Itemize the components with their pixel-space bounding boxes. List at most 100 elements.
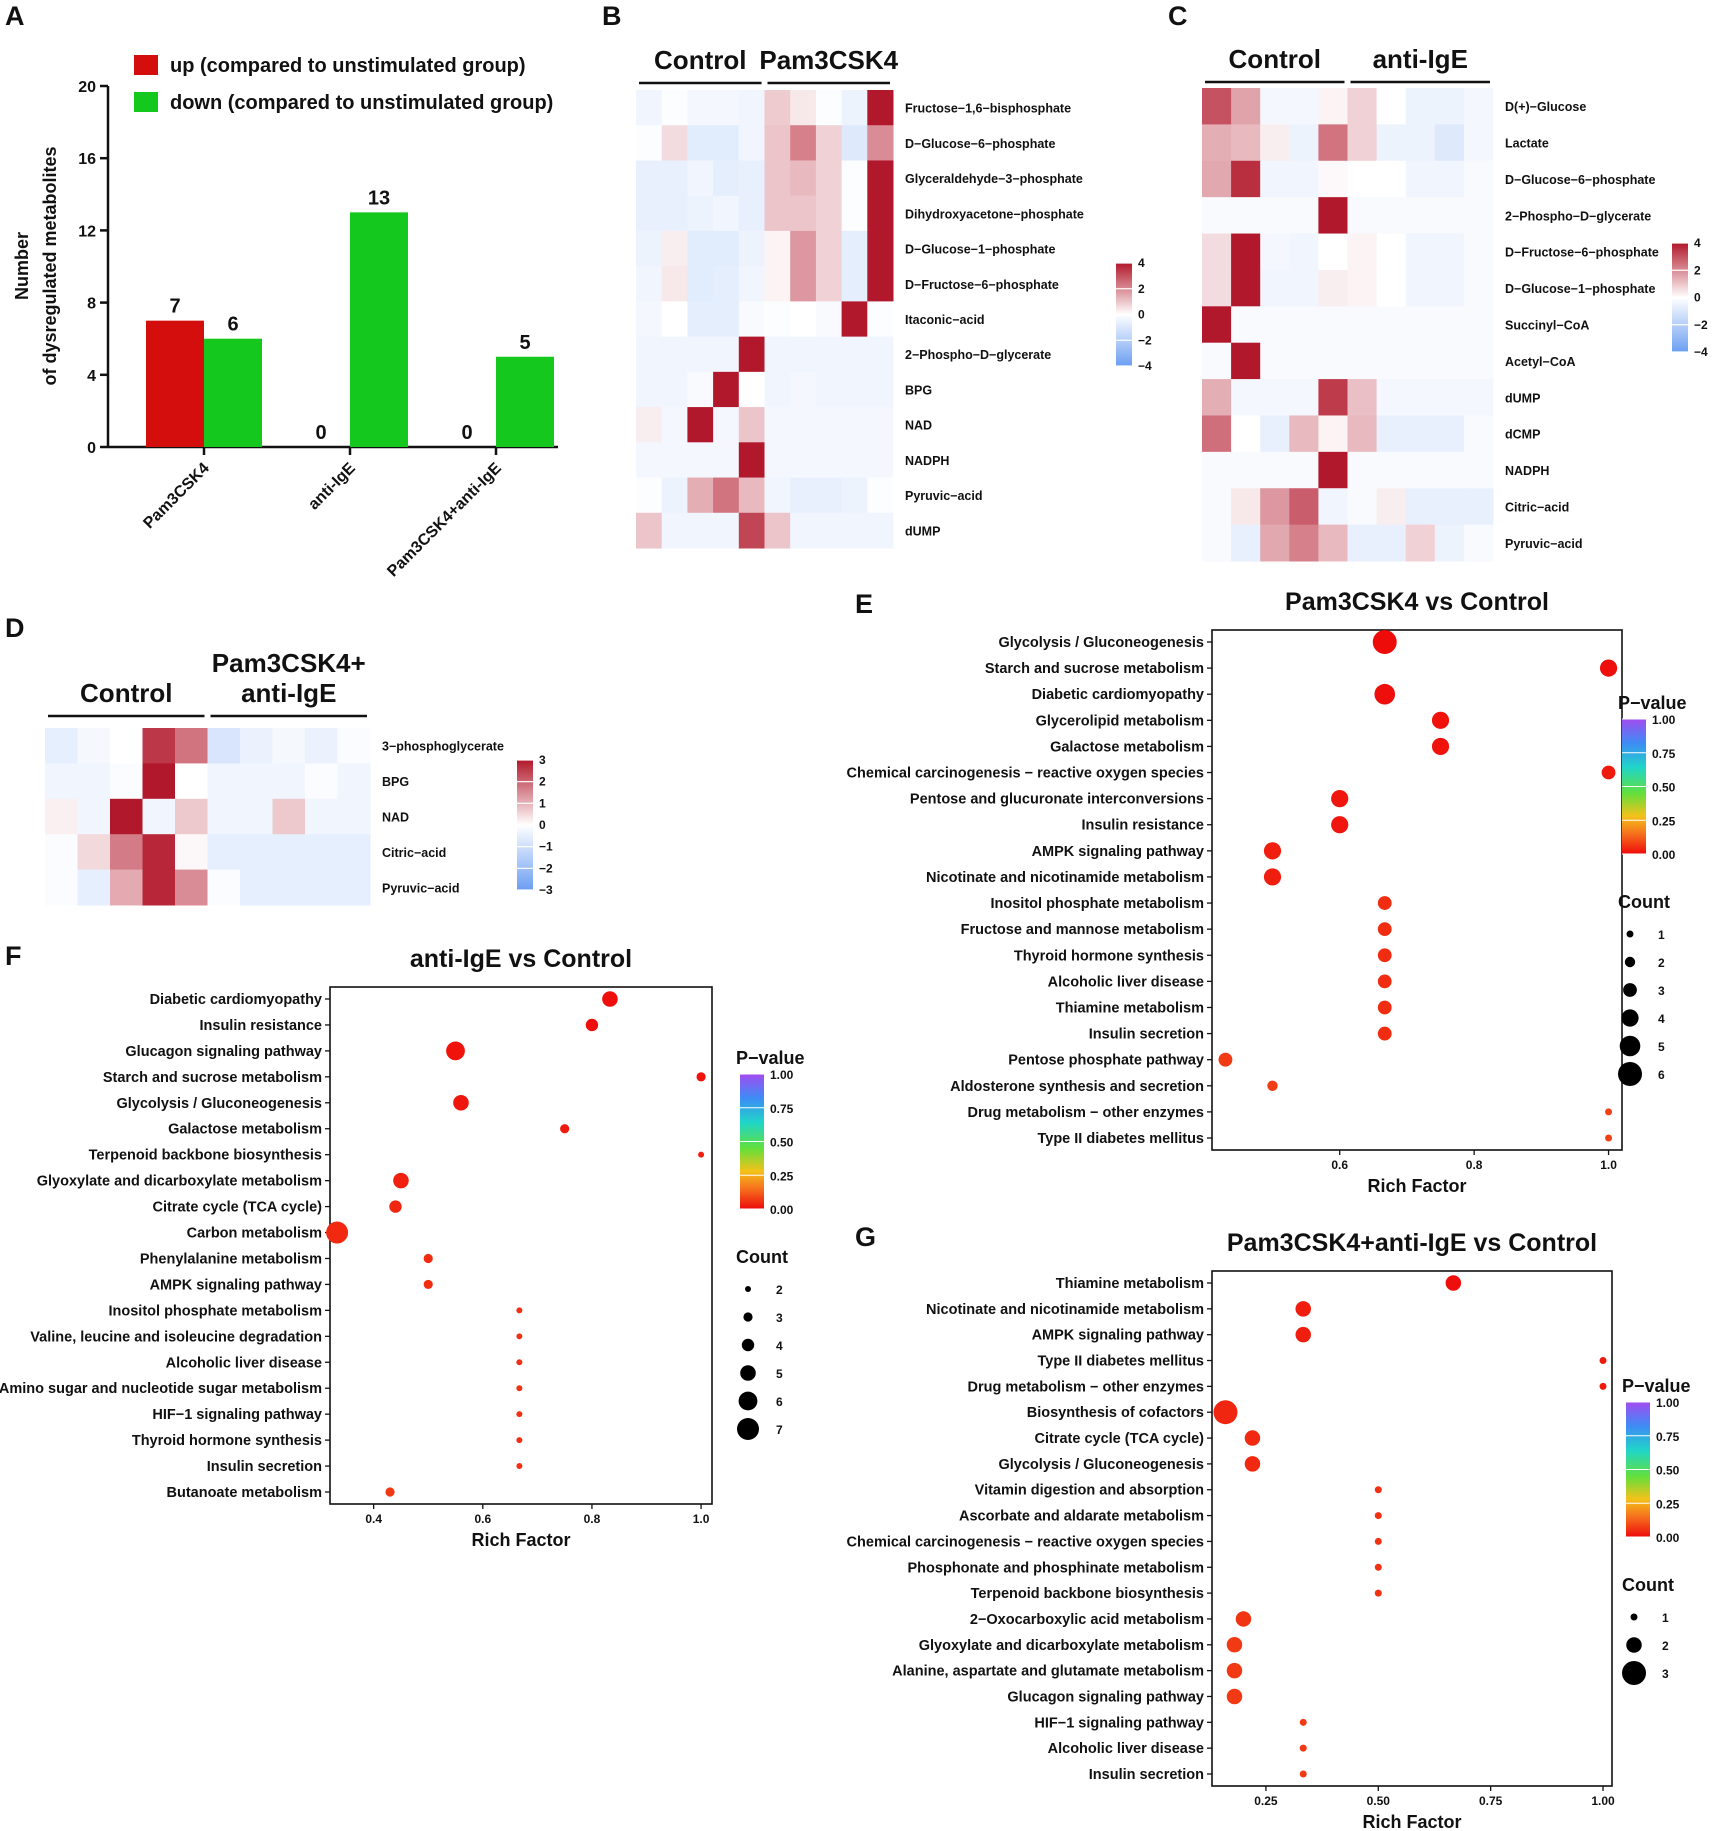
colorbar-tick-label: 4 [1138,256,1145,270]
dot-alcoholic-liver-disease [1299,1744,1307,1752]
heatmap-cell [636,301,663,338]
heatmap-cell [77,728,111,764]
heatmap-cell [841,336,868,373]
row-label-d-fructose-6-phosphate: D−Fructose−6−phosphate [905,278,1059,292]
heatmap-cell [1405,160,1436,198]
row-label-3-phosphoglycerate: 3−phosphoglycerate [382,740,504,754]
count-legend-label: 1 [1658,928,1665,942]
heatmap-cell [45,798,78,835]
heatmap-cell [687,512,714,549]
heatmap-cell [1463,451,1494,489]
heatmap-cell [867,230,894,267]
heatmap-cell [738,442,765,479]
pathway-label-vitamin-digestion-and-absorption: Vitamin digestion and absorption [975,1483,1204,1499]
dot-starch-and-sucrose-metabolism [696,1072,706,1082]
heatmap-cell [738,160,765,197]
group-label-anti-ige: anti-IgE [241,678,336,708]
heatmap-cell [142,763,176,800]
count-legend-label: 3 [776,1311,783,1325]
heatmap-cell [764,512,791,549]
row-label-d-glucose: D(+)−Glucose [1505,100,1586,114]
count-legend-label: 4 [776,1339,783,1353]
bar-value-label: 0 [461,422,472,444]
dot-fructose-and-mannose-metabolism [1377,922,1392,937]
heatmap-cell [1231,451,1261,489]
pathway-label-glyoxylate-and-dicarboxylate-metabolism: Glyoxylate and dicarboxylate metabolism [919,1638,1204,1654]
heatmap-cell [1405,269,1436,307]
pathway-label-hif-1-signaling-pathway: HIF−1 signaling pathway [152,1407,322,1423]
pathway-label-insulin-resistance: Insulin resistance [200,1018,323,1034]
heatmap-cell [337,834,371,871]
dot-citrate-cycle-tca-cycle [389,1200,402,1213]
row-label-acetyl-coa: Acetyl−CoA [1505,355,1576,369]
heatmap-cell [661,442,688,479]
pvalue-tick-label: 0.00 [1652,848,1676,862]
count-legend-label: 3 [1662,1667,1669,1681]
heatmap-cell [1347,197,1378,235]
heatmap-cell [713,442,740,479]
heatmap-cell [713,371,740,408]
count-legend-label: 6 [1658,1068,1665,1082]
heatmap-cell [687,301,714,338]
count-legend-label: 7 [776,1423,783,1437]
dot-thiamine-metabolism [1377,1000,1392,1015]
dot-glucagon-signaling-pathway [1226,1688,1243,1705]
legend-swatch-0 [134,55,158,75]
heatmap-cell [815,371,843,408]
pvalue-tick-label: 0.25 [1656,1497,1680,1511]
heatmap-cell [636,512,663,549]
heatmap-cell [1231,306,1261,344]
bar-value-label: 6 [227,314,238,336]
colorbar-tick-label: 0 [1694,291,1701,305]
heatmap-cell [636,195,663,232]
heatmap-cell [1405,233,1436,271]
heatmap-cell [841,195,868,232]
bar-chart-panel-a: 0 4 8 12 16 20 Number of dysregulated metabolit… [12,55,558,580]
pathway-label-drug-metabolism-other-enzymes: Drug metabolism − other enzymes [968,1105,1205,1121]
dot-nicotinate-and-nicotinamide-metabolism [1295,1301,1311,1317]
dot-hif-1-signaling-pathway [1299,1718,1307,1726]
heatmap-cell [110,763,143,800]
colorbar-tick-label: −2 [1138,333,1152,347]
dot-thyroid-hormone-synthesis [516,1437,523,1444]
pathway-label-phosphonate-and-phosphinate-metabolism: Phosphonate and phosphinate metabolism [908,1560,1204,1576]
heatmap-cell [661,266,688,302]
heatmap-cell [1405,451,1436,489]
heatmap-cell [1202,233,1232,271]
x-tick-label: 0.75 [1479,1794,1503,1808]
heatmap-cell [1260,451,1290,489]
group-label-control: Control [80,678,172,708]
heatmap-cell [110,869,143,906]
heatmap-cell [841,90,868,126]
heatmap-cell [1463,342,1494,380]
heatmap-cell [1376,488,1407,526]
heatmap-cell [841,477,868,514]
heatmap-cell [1231,269,1261,307]
heatmap-cell [1434,451,1465,489]
row-label-dump: dUMP [1505,391,1540,405]
pathway-label-insulin-secretion: Insulin secretion [207,1459,322,1475]
bar-down-pam3csk4 [204,338,262,447]
heatmap-cell [1260,124,1290,162]
pathway-label-type-ii-diabetes-mellitus: Type II diabetes mellitus [1037,1354,1204,1370]
group-label-control: Control [654,45,746,75]
count-legend-dot [1621,1009,1639,1027]
pvalue-tick-label: 0.75 [770,1102,794,1116]
pathway-label-type-ii-diabetes-mellitus: Type II diabetes mellitus [1037,1131,1204,1147]
count-legend-label: 2 [776,1283,783,1297]
dotplot-panel-e: Pam3CSK4 vs Control Glycolysis / Gluconeo… [847,588,1687,1196]
heatmap-cell [1289,124,1319,162]
y-tick-label: 8 [87,296,96,313]
heatmap-cell [1376,233,1407,271]
dot-nicotinate-and-nicotinamide-metabolism [1263,868,1282,886]
heatmap-cell [661,195,688,232]
pathway-label-chemical-carcinogenesis-reactive-oxygen-species: Chemical carcinogenesis − reactive oxyge… [847,766,1204,782]
heatmap-cell [1260,197,1290,235]
heatmap-cell [636,230,663,267]
heatmap-cell [272,728,306,764]
heatmap-cell [1260,88,1290,125]
count-legend-dot [1618,1062,1642,1086]
colorbar-tick-label: −3 [539,883,553,897]
dot-aldosterone-synthesis-and-secretion [1267,1080,1278,1091]
